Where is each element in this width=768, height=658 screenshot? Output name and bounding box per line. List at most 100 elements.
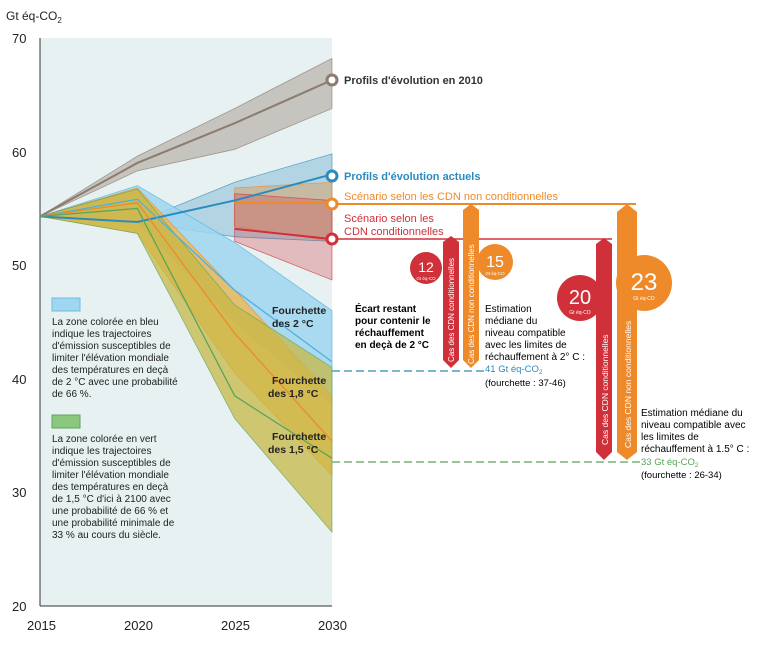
legend-green-line: une probabilité de 66 % et: [52, 506, 168, 517]
marker-cdn-cond: [325, 232, 339, 246]
marker-profils-actuels: [325, 169, 339, 183]
y-axis-title: Gt éq-CO2: [6, 9, 62, 25]
marker-profils-2010: [325, 73, 339, 87]
line-1-8c: [39, 202, 333, 442]
x-tick-label: 2025: [221, 618, 250, 633]
y-tick-label: 30: [12, 485, 26, 500]
circle-15: [477, 244, 513, 280]
legend-green: La zone colorée en vert indique les traj…: [51, 414, 175, 541]
y-tick-label: 60: [12, 145, 26, 160]
label-f15-2: des 1,5 °C: [268, 444, 319, 456]
ecart-line: réchauffement: [355, 328, 425, 339]
label-cdn-cond-2: CDN conditionnelles: [344, 226, 444, 238]
legend-green-line: limiter l'élévation mondiale: [52, 470, 169, 481]
circle-15-value: 15: [486, 254, 504, 271]
circle-23-value: 23: [631, 269, 658, 296]
label-f2-1: Fourchette: [272, 305, 326, 317]
est15-line: Estimation médiane du: [641, 408, 743, 419]
legend-green-line: La zone colorée en vert: [52, 434, 157, 445]
line-cdn-cond: [234, 227, 333, 241]
label-f15-1: Fourchette: [272, 431, 326, 443]
y-tick-label: 40: [12, 372, 26, 387]
gap-bar-non-2c: Cas des CDN non conditionnelles: [463, 204, 479, 368]
label-f18-1: Fourchette: [272, 375, 326, 387]
legend-green-line: de 1,5 °C d'ici à 2100 avec: [52, 494, 171, 505]
legend-green-line: des températures en deçà: [52, 482, 169, 493]
circle-20: [557, 275, 603, 321]
legend-blue-line: d'émission susceptibles de: [52, 341, 171, 352]
est2-line: niveau compatible: [485, 328, 566, 339]
label-cdn-cond-1: Scénario selon les: [344, 213, 434, 225]
ecart-line: pour contenir le: [355, 316, 431, 327]
marker-cdn-non-cond: [325, 197, 339, 211]
ecart-line: en deçà de 2 °C: [355, 340, 429, 351]
legend-blue-line: de 2 °C avec une probabilité: [52, 377, 178, 388]
gap-bar-non-15c: Cas des CDN non conditionnelles: [617, 204, 637, 460]
band-cdn-cond: [234, 193, 333, 281]
circle-12: [410, 252, 442, 284]
legend-green-line: une probabilité minimale de: [52, 518, 175, 529]
legend-green-line: 33 % au cours du siècle.: [52, 530, 161, 541]
bar-cond-15c-label: Cas des CDN conditionnelles: [600, 334, 610, 445]
label-cdn-non-cond: Scénario selon les CDN non conditionnell…: [344, 191, 559, 203]
line-1-5c: [39, 207, 333, 459]
legend-green-line: d'émission susceptibles de: [52, 458, 171, 469]
legend-blue-line: La zone colorée en bleu: [52, 317, 159, 328]
gap-bar-cond-15c: Cas des CDN conditionnelles: [596, 238, 612, 460]
legend-blue-line: de 66 %.: [52, 389, 91, 400]
est2-range: (fourchette : 37-46): [485, 378, 566, 389]
y-tick-label: 50: [12, 258, 26, 273]
est2-line: avec les limites de: [485, 340, 567, 351]
y-tick-label: 70: [12, 31, 26, 46]
y-tick-label: 20: [12, 599, 26, 614]
est15-line: réchauffement à 1.5° C :: [641, 444, 749, 455]
line-profils-actuels: [39, 173, 333, 224]
circle-23-unit: Gt éq-CO: [633, 296, 655, 302]
x-tick-label: 2020: [124, 618, 153, 633]
estimate-15c: Estimation médiane du niveau compatible …: [641, 408, 749, 481]
est2-line: médiane du: [485, 316, 537, 327]
circle-20-value: 20: [569, 287, 591, 309]
est2-line: réchauffement à 2° C :: [485, 352, 585, 363]
x-axis: 2015 2020 2025 2030: [27, 605, 347, 633]
line-2c: [39, 198, 333, 363]
est15-line: niveau compatible avec: [641, 420, 746, 431]
circle-23: [616, 255, 672, 311]
x-tick-label: 2015: [27, 618, 56, 633]
label-profils-2010: Profils d'évolution en 2010: [344, 75, 483, 87]
est15-value: 33 Gt éq-CO2: [641, 457, 699, 469]
est15-line: les limites de: [641, 432, 699, 443]
line-profils-2010: [39, 79, 333, 218]
label-profils-actuels: Profils d'évolution actuels: [344, 171, 480, 183]
gap-circle-15: 15 Gt éq-CO: [477, 244, 513, 280]
bar-cond-2c-label: Cas des CDN conditionnelles: [447, 258, 456, 362]
label-f18-2: des 1,8 °C: [268, 388, 319, 400]
y-axis: 70 60 50 40 30 20: [12, 31, 41, 614]
band-1-5c: [39, 188, 333, 534]
legend-blue-line: des températures en deçà: [52, 365, 169, 376]
circle-12-value: 12: [418, 259, 434, 275]
est2-value: 41 Gt éq-CO2: [485, 364, 543, 376]
circle-20-unit: Gt éq-CO: [569, 310, 591, 316]
legend-swatch-green: [51, 414, 81, 429]
gap-circle-12: 12 Gt éq-CO: [410, 252, 442, 284]
series-lines: [39, 79, 333, 459]
bar-non-2c: [463, 204, 479, 368]
bar-non-2c-label: Cas des CDN non conditionnelles: [467, 244, 476, 364]
legend-green-line: indique les trajectoires: [52, 446, 152, 457]
ecart-line: Écart restant: [355, 302, 417, 315]
circle-15-unit: Gt éq-CO: [485, 271, 505, 276]
gap-circle-23: 23 Gt éq-CO: [616, 255, 672, 311]
gap-circle-20: 20 Gt éq-CO: [557, 275, 603, 321]
legend-blue: La zone colorée en bleu indique les traj…: [51, 297, 178, 400]
legend-blue-line: indique les trajectoires: [52, 329, 152, 340]
est15-range: (fourchette : 26-34): [641, 470, 722, 481]
legend-swatch-blue: [51, 297, 81, 312]
x-tick-label: 2030: [318, 618, 347, 633]
gap-bar-cond-2c: Cas des CDN conditionnelles: [443, 236, 459, 368]
circle-12-unit: Gt éq-CO: [416, 276, 436, 281]
bar-non-15c-label: Cas des CDN non conditionnelles: [623, 321, 633, 448]
estimate-2c: Estimation médiane du niveau compatible …: [485, 304, 585, 389]
legend-blue-line: limiter l'élévation mondiale: [52, 353, 169, 364]
